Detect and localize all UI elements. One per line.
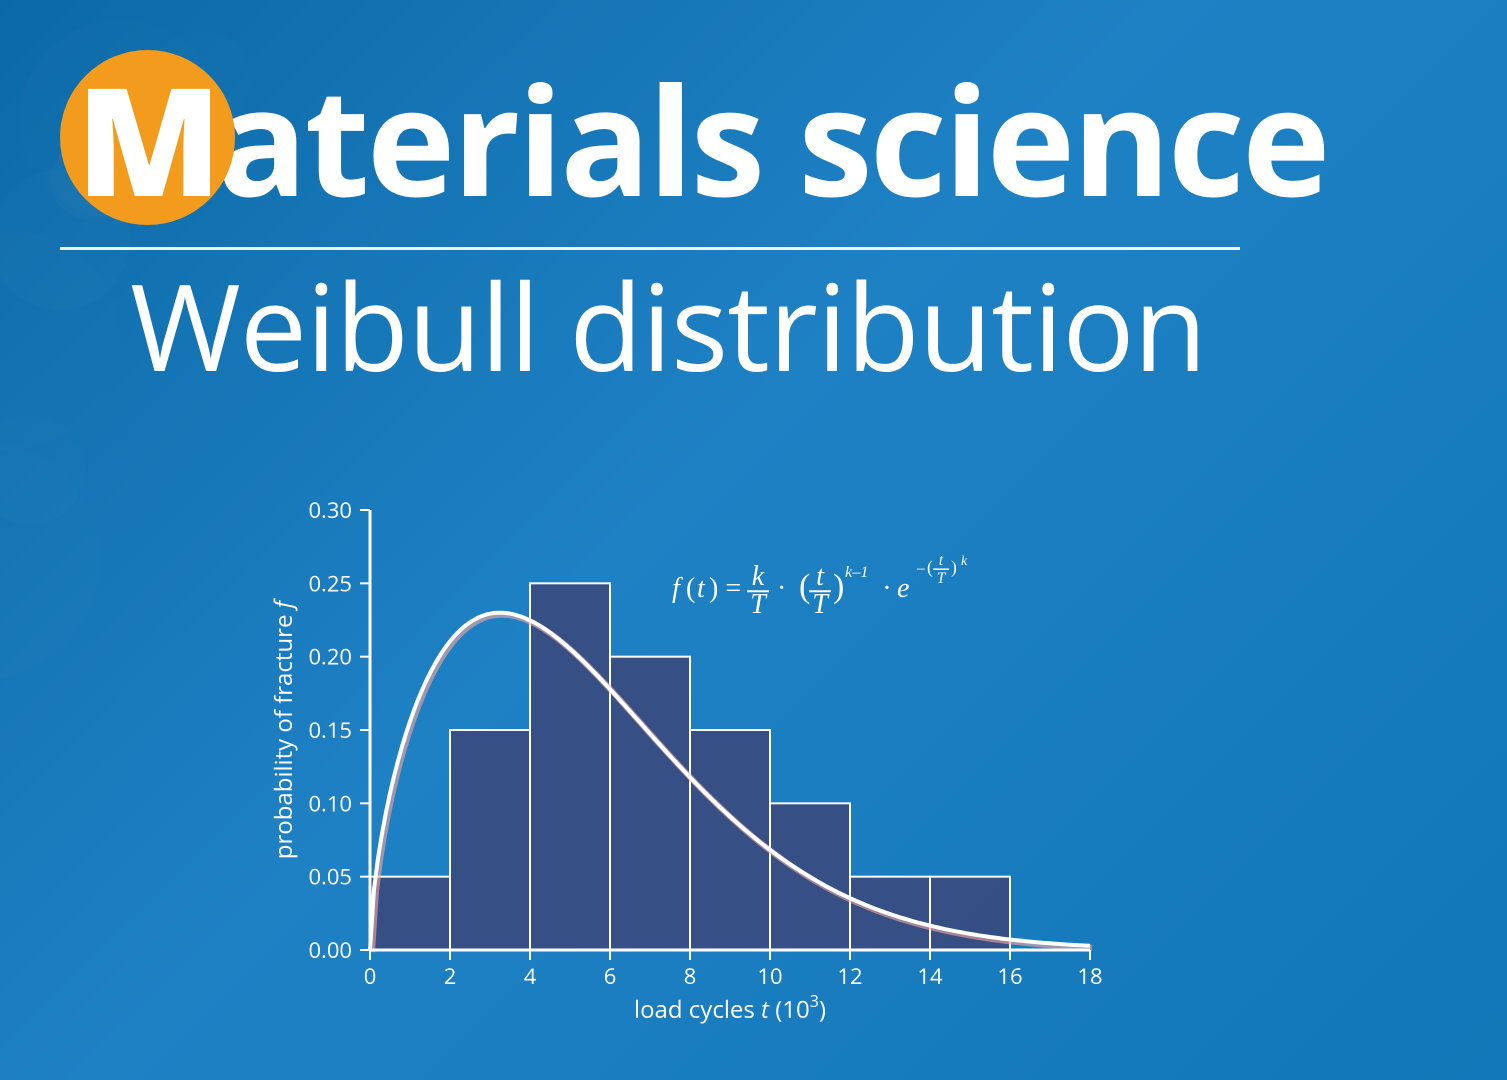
svg-text:) =: ) = <box>709 573 741 604</box>
y-axis-label: probability of fracture f <box>267 597 300 859</box>
x-axis-label: load cycles t (103) <box>634 990 826 1026</box>
bar <box>530 583 610 950</box>
weibull-chart: 0 2 4 6 8 10 12 14 16 18 0.00 0.05 0.10 0.15 0.20 0.25 0… <box>260 490 1140 1060</box>
svg-text:): ) <box>833 568 844 605</box>
svg-text:T: T <box>812 589 830 620</box>
svg-text:k: k <box>961 553 968 568</box>
x-tick-label: 10 <box>757 961 782 991</box>
svg-text:(: ( <box>686 573 695 604</box>
bars <box>370 583 1010 950</box>
x-tick-label: 18 <box>1077 961 1102 991</box>
slide-stage: M aterials science Weibull distribution … <box>0 0 1507 1080</box>
header: M aterials science Weibull distribution <box>60 50 1467 392</box>
svg-text:): ) <box>951 557 957 577</box>
x-tick-label: 6 <box>604 961 617 991</box>
title-rest: aterials science <box>217 63 1328 213</box>
svg-text:T: T <box>750 589 768 620</box>
x-tick-label: 4 <box>524 961 537 991</box>
bokeh-circle <box>0 415 85 525</box>
x-tick-label: 16 <box>997 961 1022 991</box>
y-tick-label: 0.25 <box>308 568 352 598</box>
y-tick-label: 0.20 <box>308 642 352 672</box>
x-tick-label: 8 <box>684 961 697 991</box>
slide-subtitle: Weibull distribution <box>130 260 1467 392</box>
svg-text:–: – <box>916 560 925 577</box>
x-tick-label: 2 <box>444 961 457 991</box>
title-badge-letter: M <box>76 63 218 213</box>
bar <box>450 730 530 950</box>
y-tick-label: 0.30 <box>308 495 352 525</box>
svg-text:t: t <box>939 552 944 569</box>
title-rule <box>60 247 1240 250</box>
svg-text:(: ( <box>799 568 810 605</box>
x-tick-label: 0 <box>364 961 377 991</box>
svg-text:f: f <box>672 573 683 604</box>
svg-text:· e: · e <box>883 573 909 604</box>
x-tick-label: 12 <box>837 961 862 991</box>
y-tick-label: 0.00 <box>308 935 352 965</box>
formula: f(t) = kT · (tT)k–1· e–(tT)k <box>672 552 968 620</box>
svg-text:k: k <box>752 561 765 592</box>
x-tick-label: 14 <box>917 961 943 991</box>
title-badge: M <box>60 50 235 225</box>
svg-text:k–1: k–1 <box>845 563 868 581</box>
y-tick-label: 0.05 <box>308 862 352 892</box>
slide-title: M aterials science <box>60 50 1467 225</box>
bokeh-circle <box>0 440 100 680</box>
y-tick-label: 0.15 <box>308 715 352 745</box>
svg-text:(: ( <box>927 557 933 577</box>
svg-text:T: T <box>937 570 947 587</box>
svg-text:t: t <box>697 573 706 604</box>
chart-svg: 0 2 4 6 8 10 12 14 16 18 0.00 0.05 0.10 0.15 0.20 0.25 0… <box>260 490 1140 1060</box>
y-tick-label: 0.10 <box>308 788 352 818</box>
bar <box>370 877 450 950</box>
svg-text:t: t <box>816 561 825 592</box>
svg-text:·: · <box>777 573 786 604</box>
